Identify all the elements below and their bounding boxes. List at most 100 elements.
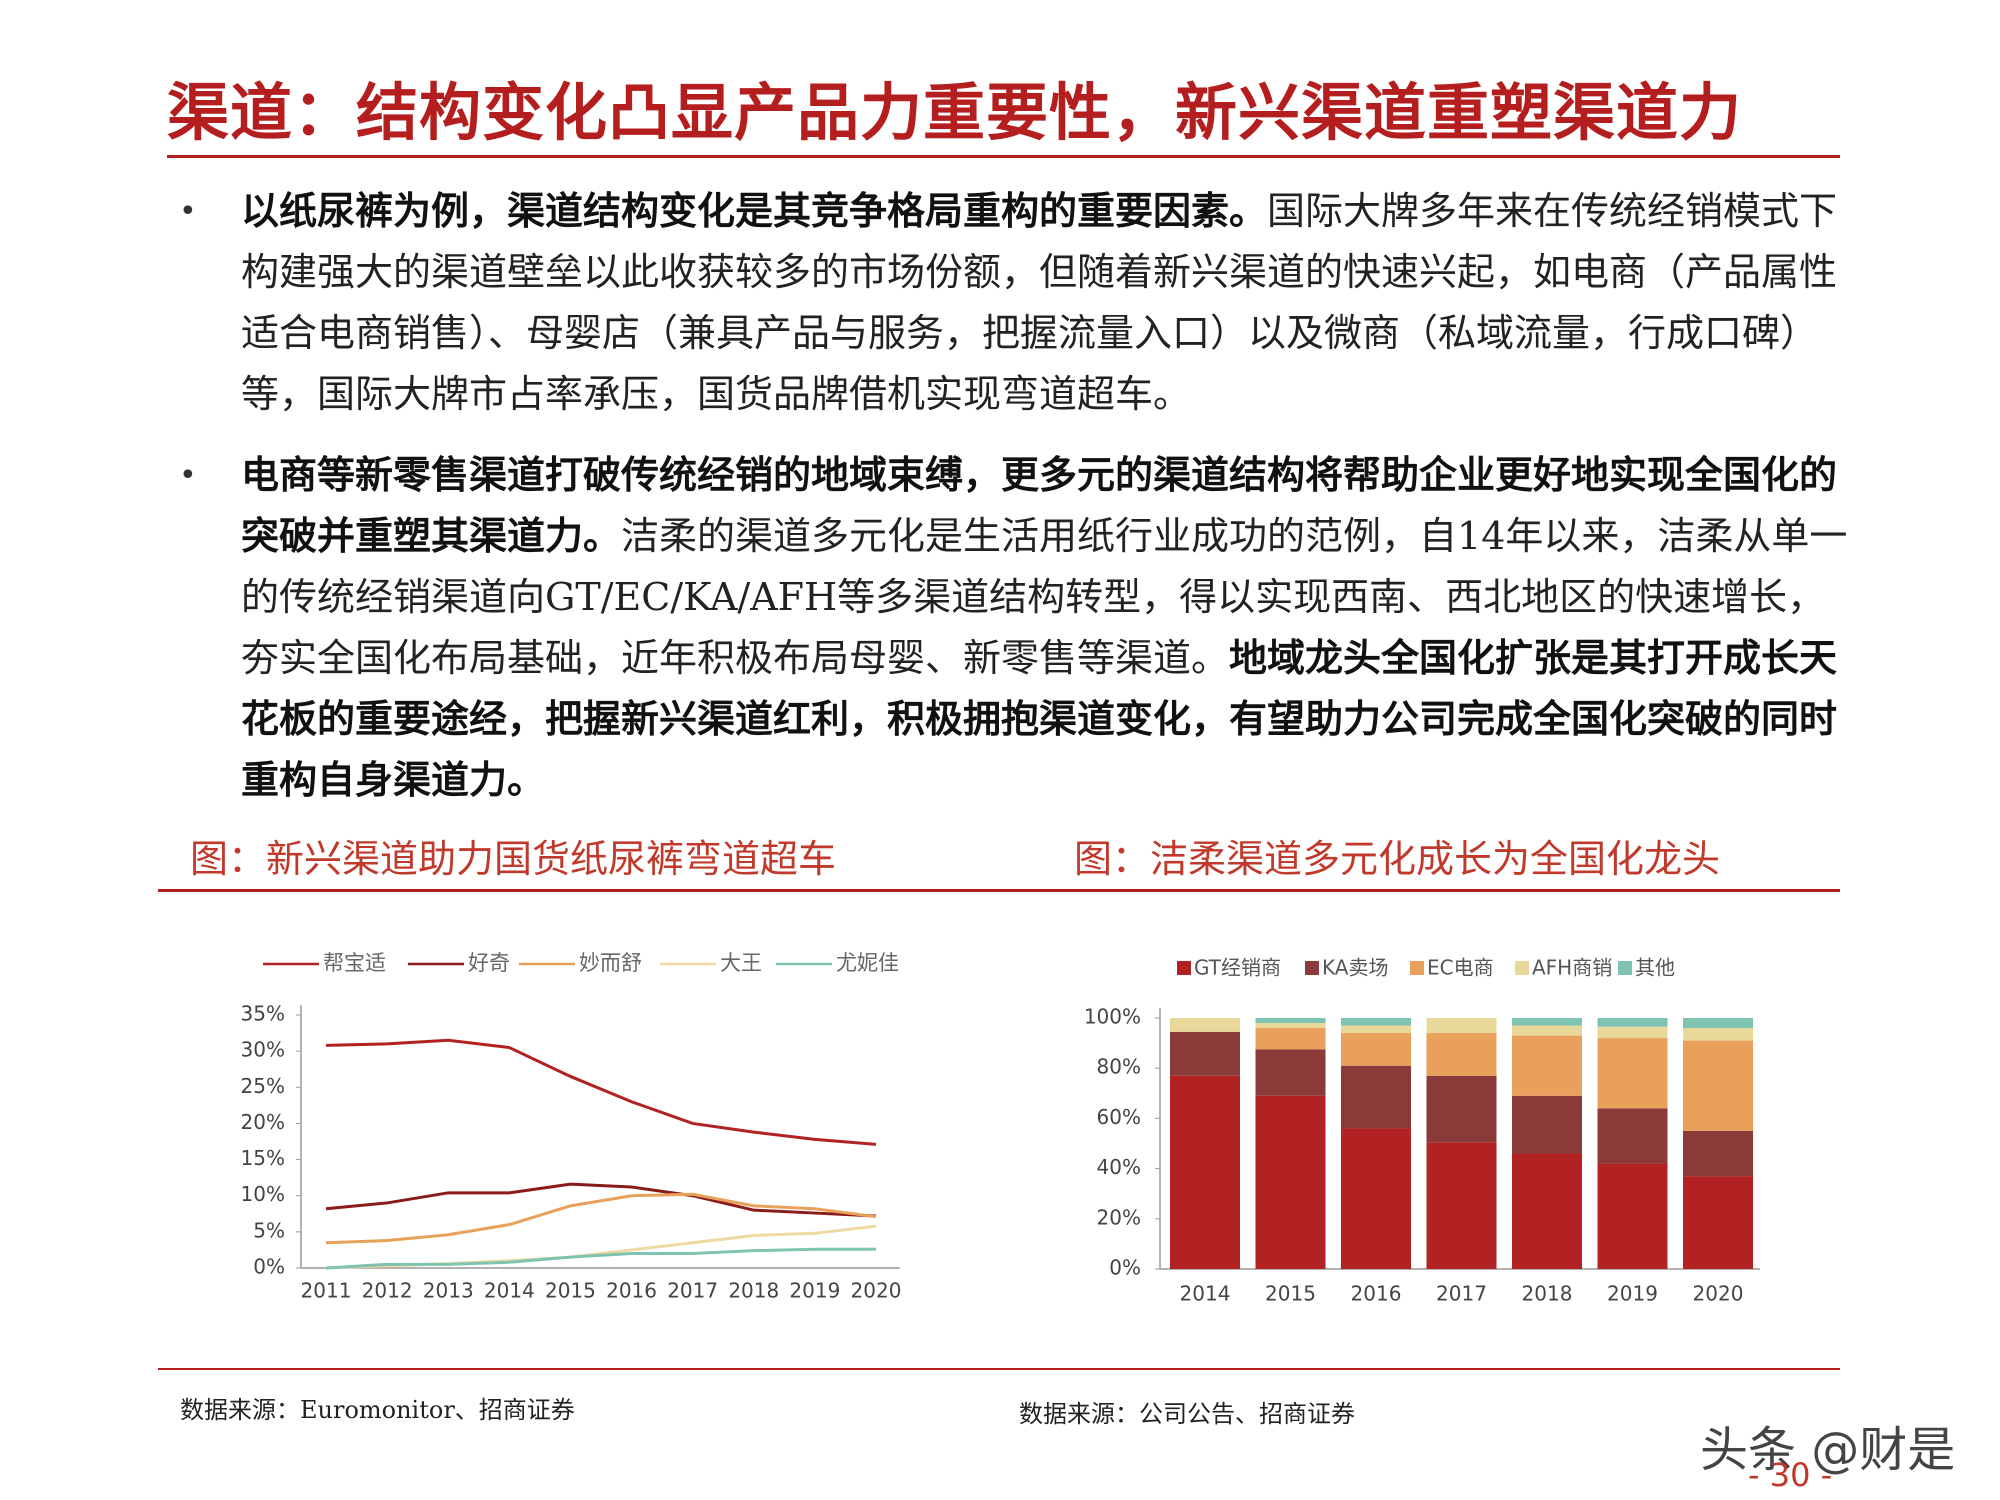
legend-label: 妙而舒 [579, 951, 642, 975]
series-line [325, 1182, 877, 1218]
legend-label: 帮宝适 [323, 951, 386, 975]
bar-segment [1426, 1033, 1497, 1076]
bullet-text: 国际大牌多年来在传统经销模式下构建强大的渠道壁垒以此收获较多的市场份额，但随着新… [241, 189, 1838, 416]
x-tick-label: 2020 [1693, 1282, 1744, 1306]
bullet: 电商等新零售渠道打破传统经销的地域束缚，更多元的渠道结构将帮助企业更好地实现全国… [179, 445, 1851, 811]
legend-label: 其他 [1635, 956, 1675, 980]
legend-swatch [1305, 961, 1319, 975]
y-tick-label: 20% [241, 1110, 285, 1134]
bullet-text: 地域龙头全国化扩张是其打开成长天花板的重要途经，把握新兴渠道红利，积极拥抱渠道变… [241, 636, 1838, 802]
x-tick-label: 2013 [423, 1279, 474, 1303]
legend-swatch [1410, 961, 1424, 975]
watermark: 头条 @财是 [1700, 1422, 1956, 1478]
series-line [325, 1247, 876, 1270]
bar-segment [1597, 1108, 1668, 1164]
x-tick-label: 2015 [545, 1279, 596, 1303]
y-tick-label: 25% [241, 1074, 285, 1098]
chart-caption: 图：新兴渠道助力国货纸尿裤弯道超车 [190, 837, 837, 881]
legend-label: KA卖场 [1322, 956, 1388, 980]
bar-segment [1512, 1025, 1582, 1036]
legend-label: EC电商 [1427, 956, 1494, 980]
bar-segment [1683, 1040, 1753, 1131]
bar-segment [1683, 1176, 1753, 1269]
series-line [325, 1192, 877, 1245]
y-tick-label: 100% [1084, 1005, 1141, 1029]
y-tick-label: 0% [1109, 1256, 1141, 1280]
y-tick-label: 5% [253, 1218, 285, 1242]
bar-segment [1512, 1095, 1582, 1154]
footer-rule [158, 1368, 1840, 1370]
source-note: 数据来源：公司公告、招商证券 [1019, 1400, 1355, 1428]
series-line [325, 1224, 877, 1270]
bar-segment [1170, 1031, 1240, 1076]
bar-segment [1255, 1023, 1326, 1029]
y-tick-label: 60% [1097, 1105, 1141, 1129]
bar-segment [1255, 1018, 1326, 1024]
y-tick-label: 20% [1097, 1205, 1141, 1229]
y-tick-label: 0% [253, 1255, 285, 1279]
y-tick-label: 80% [1097, 1055, 1141, 1079]
bar-segment [1170, 1018, 1240, 1032]
x-tick-label: 2018 [728, 1279, 779, 1303]
x-tick-label: 2015 [1265, 1282, 1316, 1306]
bar-segment [1341, 1065, 1411, 1129]
bar-segment [1512, 1035, 1582, 1096]
x-tick-label: 2014 [484, 1279, 535, 1303]
legend-label: 尤妮佳 [836, 951, 899, 975]
bar-segment [1341, 1128, 1411, 1269]
x-tick-label: 2020 [851, 1279, 902, 1303]
legend-swatch [1618, 961, 1632, 975]
legend-swatch [1515, 961, 1529, 975]
y-tick-label: 40% [1097, 1155, 1141, 1179]
bullet-list: 以纸尿裤为例，渠道结构变化是其竞争格局重构的重要因素。国际大牌多年来在传统经销模… [179, 181, 1851, 831]
legend-label: AFH商销 [1532, 956, 1612, 980]
legend-label: GT经销商 [1194, 956, 1281, 980]
stacked-bar-chart: 0% 20% 40% 60% 80% 100% 2014 2015 2016 2017 2018 20… [1084, 956, 1760, 1306]
slide-title: 渠道：结构变化凸显产品力重要性，新兴渠道重塑渠道力 [167, 76, 1743, 149]
bar-segment [1597, 1026, 1668, 1039]
x-tick-label: 2017 [1436, 1282, 1487, 1306]
bar-segment [1597, 1018, 1668, 1027]
bar-segment [1597, 1163, 1668, 1269]
x-tick-label: 2012 [362, 1279, 413, 1303]
x-tick-label: 2014 [1180, 1282, 1231, 1306]
bar-segment [1170, 1075, 1240, 1269]
bullet-text: 以纸尿裤为例，渠道结构变化是其竞争格局重构的重要因素。 [241, 189, 1268, 233]
bar-segment [1426, 1075, 1497, 1143]
bar-segment [1341, 1033, 1411, 1066]
bar-segment [1683, 1018, 1753, 1029]
chart-caption: 图：洁柔渠道多元化成长为全国化龙头 [1074, 837, 1721, 881]
bullet-text: 洁柔的渠道多元化是生活用纸行业成功的范例，自14年以来，洁柔从单一的传统经销渠道… [241, 514, 1848, 680]
line-chart: 0% 5% 10% 15% 20% 25% 30% 35% 2011 2012 2013 2014 20… [241, 951, 902, 1303]
bullet-text: 电商等新零售渠道打破传统经销的地域束缚，更多元的渠道结构将帮助企业更好地实现全国… [241, 453, 1838, 558]
source-note: 数据来源：Euromonitor、招商证券 [180, 1396, 575, 1424]
page-number: - 30 - [1748, 1456, 1833, 1494]
x-tick-label: 2019 [789, 1279, 840, 1303]
bar-segment [1341, 1018, 1411, 1026]
x-tick-label: 2016 [1351, 1282, 1402, 1306]
legend-label: 大王 [720, 951, 762, 975]
bar-segment [1341, 1025, 1411, 1034]
bar-segment [1512, 1018, 1582, 1026]
caption-rule [158, 889, 1840, 892]
y-tick-label: 30% [241, 1038, 285, 1062]
x-tick-label: 2018 [1522, 1282, 1573, 1306]
x-tick-label: 2016 [606, 1279, 657, 1303]
y-tick-label: 35% [241, 1002, 285, 1026]
title-rule [167, 155, 1840, 158]
x-tick-label: 2017 [667, 1279, 718, 1303]
bar-segment [1255, 1028, 1326, 1050]
bar-segment [1683, 1130, 1753, 1177]
bar-segment [1426, 1018, 1497, 1034]
bar-segment [1512, 1153, 1582, 1269]
legend-label: 好奇 [468, 951, 510, 975]
bar-segment [1255, 1049, 1326, 1096]
bar-segment [1426, 1142, 1497, 1269]
y-tick-label: 10% [241, 1182, 285, 1206]
bar-segment [1597, 1038, 1668, 1109]
x-tick-label: 2011 [301, 1279, 352, 1303]
bar-segment [1255, 1095, 1326, 1269]
bar-segment [1683, 1028, 1753, 1041]
bullet: 以纸尿裤为例，渠道结构变化是其竞争格局重构的重要因素。国际大牌多年来在传统经销模… [179, 181, 1851, 425]
